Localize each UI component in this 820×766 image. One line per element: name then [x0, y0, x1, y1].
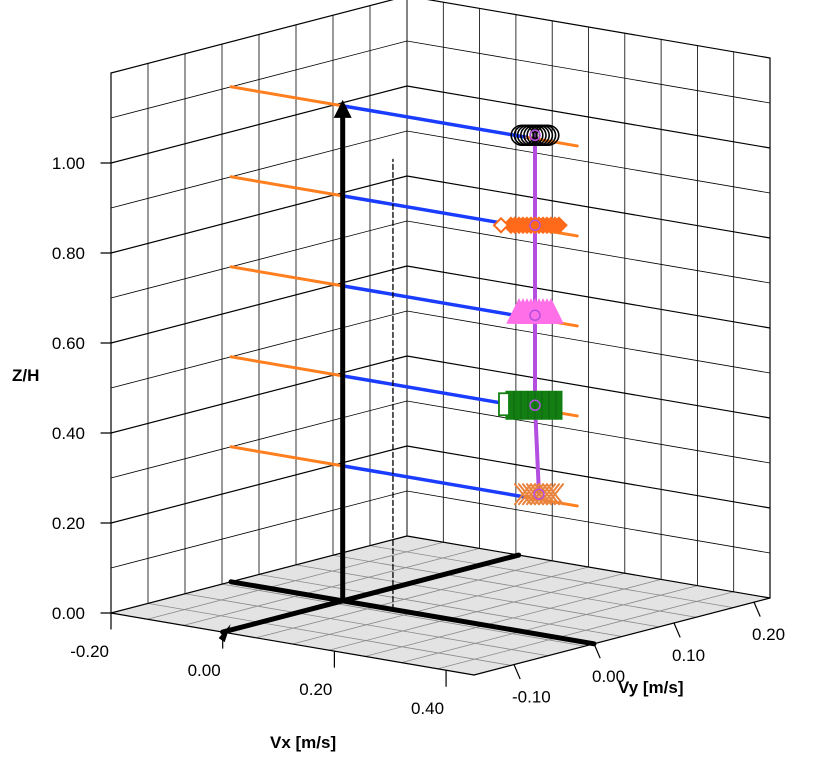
cross-marker: [545, 483, 564, 506]
y-axis-label: Vy [m/s]: [618, 678, 684, 697]
cross-marker: [537, 483, 556, 506]
wall-grid-line: [406, 130, 771, 194]
floor-grid-line: [147, 602, 512, 666]
y-tick-mark: [593, 643, 601, 659]
z-tick-label: 1.00: [52, 154, 85, 173]
wall-grid-line: [426, 0, 771, 59]
wall-grid-line: [406, 310, 771, 374]
cross-marker: [517, 483, 536, 506]
box-edge: [473, 597, 771, 676]
reference-line-outer: [229, 445, 345, 468]
x-tick-label: 0.00: [188, 661, 221, 680]
z-axis-arrow: [333, 99, 352, 118]
cross-marker: [525, 483, 544, 506]
floor-grid-line: [258, 574, 623, 637]
x-tick-label: -0.20: [70, 642, 109, 661]
reference-line-outer: [229, 355, 345, 378]
tick-labels: 0.00 0.20 0.40 0.60 0.80 1.00 -0.20 0.00 0.20 0.4…: [52, 154, 785, 718]
wall-grid-line: [406, 265, 771, 329]
wall-grid-line: [110, 220, 408, 299]
floor-grid-line: [295, 564, 660, 628]
profile-point-marker: [529, 129, 541, 142]
y-tick-label: 0.20: [752, 625, 785, 644]
y-axis-arrow: [218, 624, 231, 643]
z-axis-label: Z/H: [12, 366, 39, 385]
cross-marker: [529, 483, 548, 506]
data-markers: [492, 124, 568, 506]
box-edge: [110, 612, 475, 676]
reference-line-outer: [229, 265, 345, 288]
reference-line-inner: [340, 374, 529, 410]
floor-grid-line: [221, 583, 586, 647]
cross-marker: [513, 483, 532, 506]
profile-point-marker: [533, 488, 545, 500]
wall-grid-line: [406, 220, 771, 284]
z-tick-label: 0.20: [52, 514, 85, 533]
diamond-marker: [492, 216, 510, 234]
cross-marker: [533, 483, 552, 506]
square-marker: [505, 390, 563, 420]
x-axis-label: Vx [m/s]: [270, 733, 336, 752]
floor-grid-line: [369, 545, 734, 609]
wall-grid-line: [406, 40, 771, 104]
wall-grid-line: [406, 535, 771, 599]
y-tick-mark: [753, 601, 761, 617]
profile-point-marker: [529, 309, 541, 322]
reference-line-outer: [229, 175, 345, 198]
wall-grid-line: [406, 490, 771, 554]
cross-marker: [541, 483, 560, 506]
y-tick-label: 0.10: [672, 646, 705, 665]
wall-grid-line: [110, 355, 408, 434]
reference-line-inner: [340, 464, 529, 500]
y-tick-label: -0.10: [512, 688, 551, 707]
wall-grid-line: [110, 265, 408, 344]
wall-grid-line: [110, 490, 408, 569]
wall-grid-line: [406, 400, 771, 464]
y-axis-line: [220, 552, 522, 635]
wall-grid-line: [110, 85, 408, 164]
wall-grid-line: [110, 130, 408, 209]
diamond-marker: [550, 216, 568, 235]
x-axis-line: [228, 579, 597, 647]
profile-point-marker: [529, 399, 541, 412]
z-tick-label: 0.00: [52, 604, 85, 623]
y-tick-mark: [673, 622, 681, 638]
reference-line-outer: [229, 85, 345, 108]
z-tick-label: 0.60: [52, 334, 85, 353]
wall-grid-line: [406, 355, 771, 419]
wall-grid-line: [110, 40, 408, 119]
circle-marker: [535, 124, 560, 147]
floor-grid-line: [184, 593, 549, 657]
wall-grid-line: [406, 445, 771, 509]
reference-line-inner: [340, 284, 529, 320]
wall-grid-line: [110, 310, 408, 389]
cross-marker: [521, 483, 540, 506]
triangle-marker: [538, 298, 564, 324]
z-tick-label: 0.80: [52, 244, 85, 263]
wall-grid-line: [406, 85, 771, 149]
y-tick-mark: [513, 663, 521, 680]
profile-segment: [532, 403, 541, 497]
square-marker: [498, 392, 510, 417]
wall-grid-line: [110, 400, 408, 479]
wall-grid-line: [110, 535, 408, 614]
wall-grid-line: [406, 175, 771, 239]
profile-point-marker: [529, 219, 541, 232]
z-tick-label: 0.40: [52, 424, 85, 443]
reference-lines: [229, 85, 579, 508]
wall-grid-line: [110, 0, 395, 74]
y-tick-label: 0.00: [592, 667, 625, 686]
reference-line-inner: [340, 104, 529, 140]
origin-axes: [218, 99, 597, 647]
x-tick-label: 0.40: [411, 699, 444, 718]
velocity-profile: [532, 133, 541, 497]
x-tick-label: 0.20: [299, 680, 332, 699]
wall-grid-line: [110, 445, 408, 524]
wall-grid-line: [110, 175, 408, 254]
